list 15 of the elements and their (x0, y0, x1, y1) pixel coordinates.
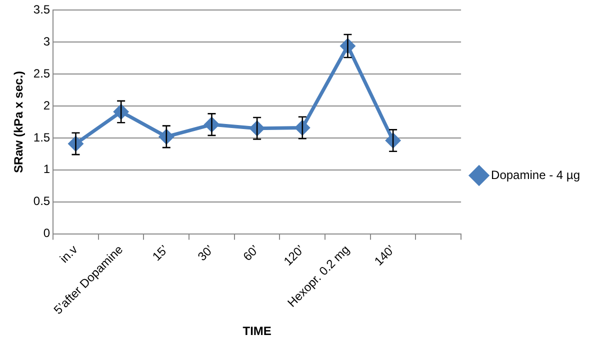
y-tick-label: 2 (43, 98, 50, 112)
x-tick-label: in.v (57, 242, 80, 266)
x-tick-label: 30’ (194, 242, 216, 264)
y-tick-label: 1 (43, 162, 50, 176)
x-tick-label: 60’ (240, 242, 262, 264)
y-tick-label: 0 (43, 226, 50, 240)
y-tick-label: 2.5 (33, 66, 50, 80)
y-tick-label: 3.5 (33, 2, 50, 17)
y-tick-label: 0.5 (33, 194, 50, 208)
y-axis-title: SRaw (kPa x sec.) (12, 70, 26, 174)
y-tick-label: 1.5 (33, 130, 50, 144)
x-tick-label: 15’ (150, 242, 171, 264)
x-axis-title: TIME (242, 324, 272, 338)
legend-label: Dopamine - 4 µg (491, 168, 580, 182)
y-tick-label: 3 (43, 34, 50, 48)
